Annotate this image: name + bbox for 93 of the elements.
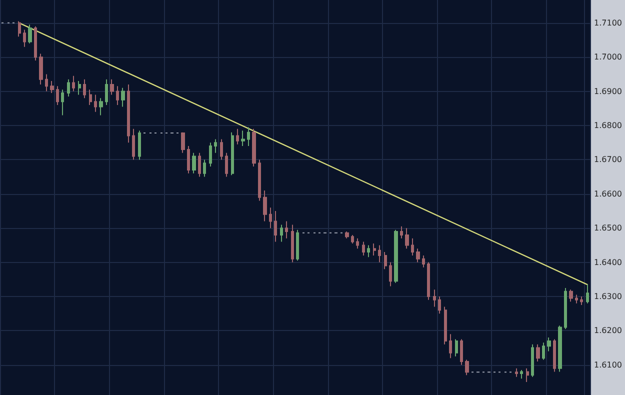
candlestick xyxy=(127,84,130,144)
candlestick xyxy=(28,24,32,44)
candlestick xyxy=(247,126,250,147)
candlestick xyxy=(526,368,529,383)
candlestick xyxy=(225,152,228,178)
candlestick xyxy=(405,228,409,250)
candlestick xyxy=(427,262,430,300)
y-tick-label: 1.6500 xyxy=(594,224,622,233)
y-tick-label: 1.7000 xyxy=(594,52,622,62)
candlestick xyxy=(542,342,545,360)
candlestick xyxy=(198,152,201,178)
candlestick xyxy=(411,238,414,256)
y-tick-label: 1.6200 xyxy=(594,326,622,336)
candlestick xyxy=(203,159,206,178)
candlestick xyxy=(569,289,573,302)
candlestick xyxy=(78,80,81,96)
candlestick xyxy=(209,142,212,168)
candlestick xyxy=(460,338,463,366)
candlestick xyxy=(280,224,283,242)
candlestick xyxy=(231,132,234,176)
candlestick xyxy=(575,294,578,304)
candlestick xyxy=(67,78,70,97)
candlestick xyxy=(422,254,425,268)
y-tick-label: 1.6100 xyxy=(594,360,622,370)
candlestick xyxy=(580,296,583,306)
y-tick-label: 1.6300 xyxy=(594,292,622,302)
candlestick xyxy=(444,306,447,345)
candlestick xyxy=(252,128,256,168)
candlestick xyxy=(18,20,21,38)
candlestick xyxy=(367,244,370,258)
candlestick xyxy=(105,78,108,106)
candlestick xyxy=(373,243,376,256)
candlestick xyxy=(138,130,141,160)
candlestick xyxy=(291,224,294,263)
candlestick xyxy=(50,80,54,94)
candlestick xyxy=(433,289,436,308)
candlestick xyxy=(547,337,551,352)
candlestick xyxy=(362,241,365,256)
candlestick xyxy=(72,75,75,92)
candlestick xyxy=(449,334,452,359)
candlestick xyxy=(34,26,37,62)
y-tick-label: 1.6700 xyxy=(594,155,622,164)
candlestick xyxy=(241,130,245,147)
y-tick-label: 1.6600 xyxy=(594,189,622,198)
candlestick xyxy=(378,244,381,263)
candlestick xyxy=(531,344,534,378)
y-tick-label: 1.6400 xyxy=(594,258,622,267)
candlestick xyxy=(214,138,217,154)
candlestick xyxy=(356,238,359,250)
candlestick xyxy=(274,210,277,242)
candlestick xyxy=(400,226,403,239)
candlestick xyxy=(586,284,589,304)
candlestick xyxy=(438,296,441,314)
candlestick xyxy=(121,87,125,108)
candlestick xyxy=(269,207,272,229)
candlestick xyxy=(99,98,103,116)
candlestick xyxy=(285,220,288,239)
candlestick xyxy=(384,252,387,270)
candlestick xyxy=(558,325,562,372)
candlestick xyxy=(416,248,420,263)
candlestick xyxy=(110,78,114,96)
candlestick xyxy=(553,338,556,372)
candlestick xyxy=(61,89,64,116)
candlestick xyxy=(236,128,239,145)
candlestick xyxy=(187,146,190,174)
candlestick xyxy=(23,29,26,48)
candlestick xyxy=(45,74,48,92)
candlestick xyxy=(515,368,518,378)
candlestick xyxy=(56,86,59,106)
candlestick xyxy=(394,229,398,284)
candlestick xyxy=(351,234,354,244)
candlestick xyxy=(220,138,223,160)
candlestick xyxy=(564,287,567,330)
candlestick xyxy=(520,370,523,380)
y-tick-label: 1.7100 xyxy=(594,18,622,28)
candlestick xyxy=(39,53,43,85)
candlestick xyxy=(296,229,299,262)
candlestick xyxy=(89,89,92,106)
candlestick xyxy=(94,94,97,112)
candlestick xyxy=(455,338,458,357)
y-tick-label: 1.6800 xyxy=(594,121,622,130)
candlestick xyxy=(192,152,196,174)
candlestick xyxy=(345,231,349,239)
candlestick xyxy=(263,190,267,222)
candlestick xyxy=(465,359,469,376)
candlestick xyxy=(181,132,185,154)
candlestick xyxy=(389,262,392,287)
candlestick xyxy=(536,344,540,362)
y-tick-label: 1.6900 xyxy=(594,86,622,96)
candlestick xyxy=(132,128,135,160)
candlestick xyxy=(116,86,119,106)
candlestick xyxy=(83,78,86,99)
candlestick xyxy=(258,159,261,202)
